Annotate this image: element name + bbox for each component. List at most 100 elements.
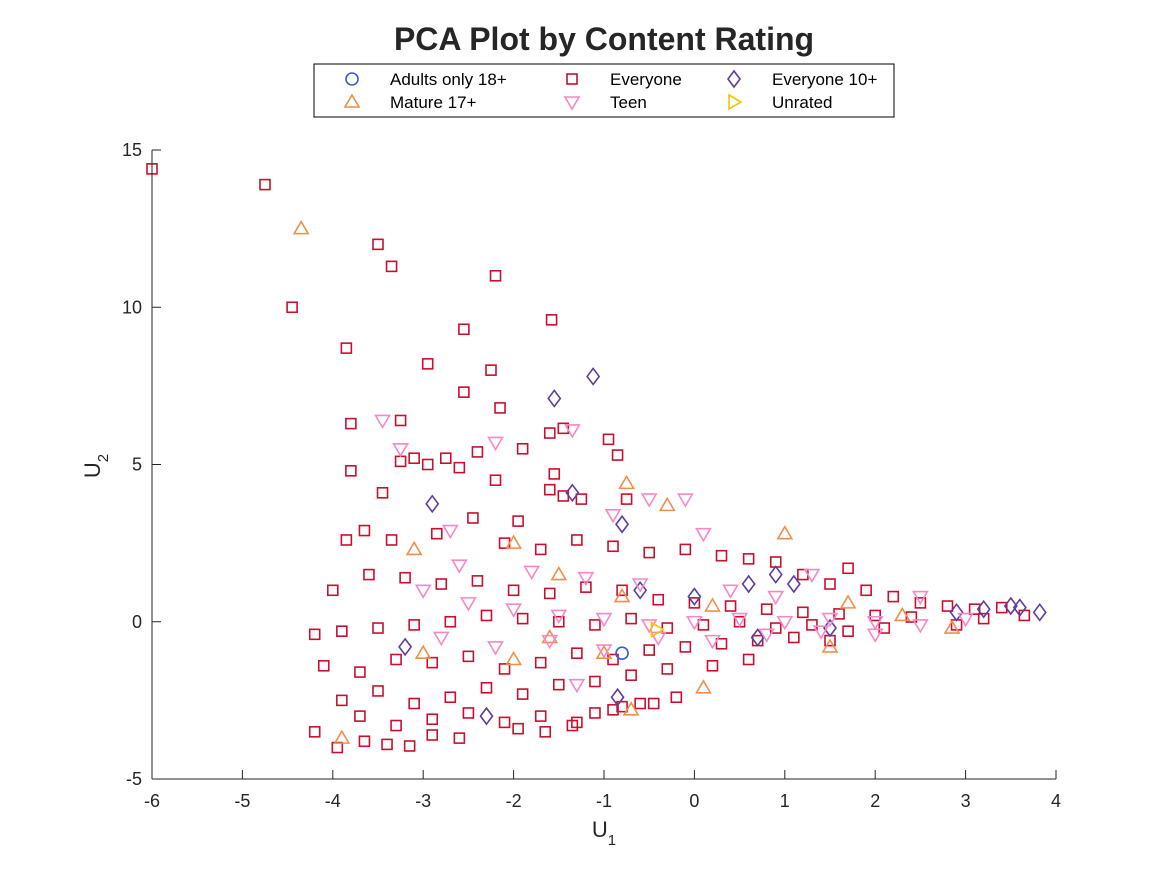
point-everyone bbox=[286, 301, 298, 314]
x-tick-label: 4 bbox=[1051, 791, 1061, 811]
point-everyone bbox=[620, 493, 633, 505]
point-everyone bbox=[566, 719, 579, 732]
x-tick-label: -5 bbox=[234, 791, 250, 811]
point-mature-17 bbox=[893, 606, 911, 622]
point-everyone bbox=[914, 597, 927, 609]
point-mature-17 bbox=[618, 474, 635, 490]
point-everyone bbox=[444, 691, 457, 704]
point-everyone bbox=[512, 722, 524, 735]
point-everyone bbox=[543, 587, 556, 600]
x-tick-label: 3 bbox=[961, 791, 971, 811]
point-everyone bbox=[697, 619, 710, 631]
point-everyone bbox=[426, 729, 439, 741]
legend-marker-unrated bbox=[728, 93, 743, 111]
point-everyone bbox=[534, 543, 547, 556]
point-everyone bbox=[539, 726, 552, 738]
point-everyone bbox=[545, 314, 558, 326]
point-everyone bbox=[548, 468, 561, 480]
point-everyone bbox=[543, 427, 556, 439]
legend-label-unrated: Unrated bbox=[772, 93, 832, 112]
y-axis-label-subscript: 2 bbox=[95, 454, 112, 462]
point-everyone bbox=[580, 581, 592, 593]
point-everyone bbox=[625, 669, 637, 682]
point-everyone bbox=[516, 612, 529, 625]
point-teen bbox=[812, 625, 830, 640]
point-everyone bbox=[489, 474, 502, 487]
point-everyone-10 bbox=[750, 628, 765, 647]
point-everyone bbox=[647, 697, 660, 710]
point-everyone bbox=[616, 584, 628, 597]
point-everyone bbox=[616, 700, 628, 713]
point-everyone bbox=[602, 433, 615, 446]
point-everyone bbox=[706, 659, 719, 672]
point-teen bbox=[686, 615, 703, 631]
point-everyone bbox=[571, 534, 583, 546]
point-everyone bbox=[480, 681, 493, 694]
point-everyone bbox=[552, 615, 565, 628]
point-everyone bbox=[534, 710, 547, 722]
point-everyone-10 bbox=[1003, 596, 1018, 616]
point-teen bbox=[731, 612, 748, 628]
point-everyone bbox=[769, 622, 782, 634]
point-everyone bbox=[607, 704, 619, 716]
point-teen bbox=[604, 509, 622, 524]
point-mature-17 bbox=[292, 220, 310, 235]
point-everyone bbox=[611, 449, 624, 461]
point-everyone bbox=[977, 612, 990, 625]
x-axis-label-base: U bbox=[592, 817, 608, 842]
point-teen bbox=[866, 615, 884, 631]
point-everyone bbox=[458, 386, 470, 398]
point-everyone bbox=[408, 452, 420, 465]
point-teen bbox=[722, 584, 739, 599]
point-everyone bbox=[426, 656, 439, 669]
point-everyone bbox=[390, 653, 402, 666]
point-everyone bbox=[462, 707, 475, 719]
data-markers bbox=[146, 163, 1047, 754]
legend-entries: Adults only 18+ Everyone Everyone 10+ Matur… bbox=[343, 69, 877, 112]
point-everyone-10 bbox=[741, 574, 756, 594]
y-tick-label: -5 bbox=[126, 769, 142, 789]
point-everyone bbox=[403, 740, 416, 752]
point-mature-17 bbox=[613, 588, 631, 603]
point-everyone-10 bbox=[610, 687, 625, 707]
point-everyone bbox=[724, 600, 737, 612]
point-everyone bbox=[824, 578, 836, 590]
point-everyone bbox=[317, 659, 330, 672]
y-axis-label-base: U bbox=[80, 462, 105, 478]
x-tick-label: -1 bbox=[596, 791, 612, 811]
point-everyone bbox=[905, 611, 918, 623]
point-everyone-10 bbox=[949, 602, 964, 622]
point-teen bbox=[505, 603, 522, 618]
point-everyone bbox=[878, 622, 891, 634]
point-teen bbox=[577, 571, 595, 587]
point-teen bbox=[460, 597, 477, 612]
chart-title: PCA Plot by Content Rating bbox=[394, 21, 814, 57]
legend-marker-teen bbox=[563, 96, 581, 111]
point-everyone-10 bbox=[976, 599, 991, 619]
point-everyone bbox=[408, 697, 420, 710]
point-everyone-10 bbox=[1012, 598, 1027, 617]
legend-label-everyone: Everyone bbox=[610, 70, 682, 89]
point-everyone bbox=[679, 543, 692, 556]
point-everyone bbox=[507, 584, 520, 597]
point-everyone bbox=[715, 549, 728, 562]
point-teen bbox=[595, 612, 613, 628]
point-everyone bbox=[376, 487, 389, 499]
point-everyone bbox=[363, 568, 375, 581]
y-tick-label: 10 bbox=[122, 297, 142, 317]
point-everyone bbox=[480, 609, 493, 622]
point-everyone bbox=[543, 483, 556, 496]
point-mature-17 bbox=[414, 644, 432, 660]
point-teen bbox=[487, 436, 504, 452]
x-tick-label: -4 bbox=[325, 791, 341, 811]
point-everyone bbox=[968, 603, 981, 615]
point-teen bbox=[563, 424, 581, 439]
point-everyone bbox=[575, 493, 588, 505]
point-teen bbox=[821, 612, 839, 628]
point-everyone bbox=[453, 732, 466, 744]
point-everyone bbox=[358, 524, 371, 537]
point-teen bbox=[541, 634, 559, 650]
point-everyone bbox=[390, 719, 402, 732]
point-teen bbox=[758, 628, 776, 643]
